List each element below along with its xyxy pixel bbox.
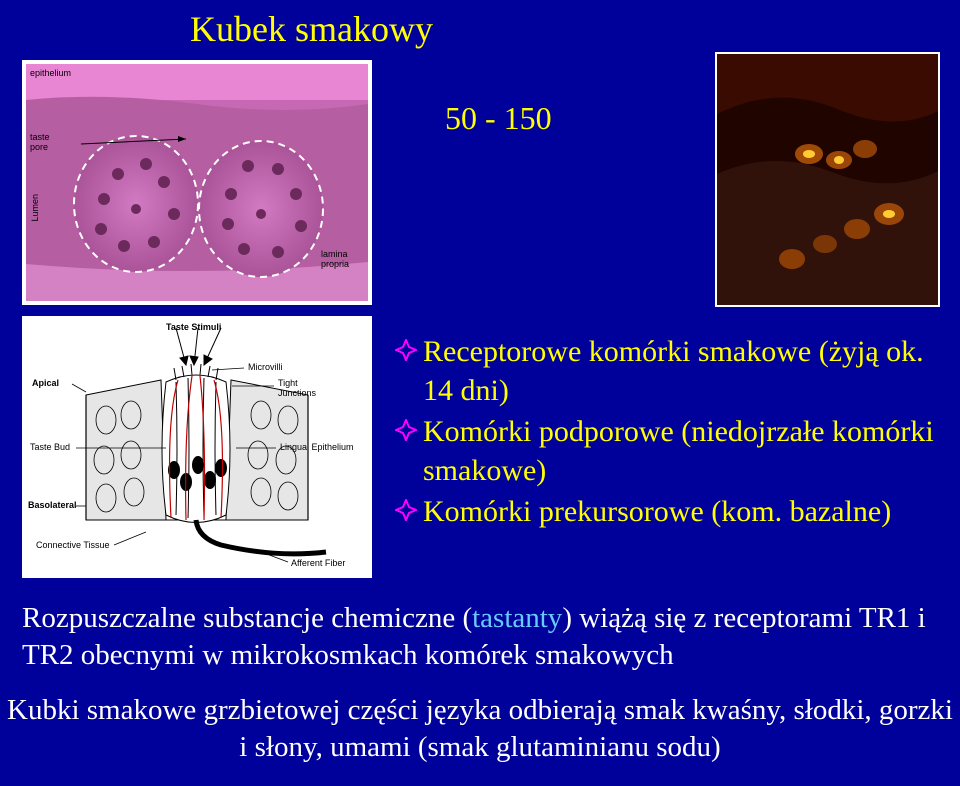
bullet-icon [395,499,417,521]
para1-span: tastanty [472,602,562,634]
list-item-text: Komórki prekursorowe (kom. bazalne) [423,492,891,531]
paragraph-2: Kubki smakowe grzbietowej części języka … [0,692,960,766]
label-lamina-propria: lamina propria [321,249,349,269]
label-taste-pore: taste pore [30,132,50,152]
label-basolateral: Basolateral [28,500,77,510]
bullet-list: Receptorowe komórki smakowe (żyją ok. 14… [395,332,945,533]
label-microvilli: Microvilli [248,362,283,372]
histology-image: epithelium taste pore lamina propria Lum… [22,60,372,305]
taste-bud-diagram-inner: Taste Stimuli Apical Microvilli Tight Ju… [26,320,368,574]
label-lumen: Lumen [30,194,40,222]
histology-svg [26,64,368,301]
label-apical: Apical [32,378,59,388]
fluorescence-svg [717,54,940,307]
para1-pre: Rozpuszczalne substancje chemiczne ( [22,602,472,634]
label-tight-junctions: Tight Junctions [278,378,316,398]
list-item: Komórki podporowe (niedojrzałe komórki s… [395,412,945,490]
bullet-icon [395,419,417,441]
bud-count-range: 50 - 150 [445,100,552,137]
label-taste-bud: Taste Bud [30,442,70,452]
label-connective-tissue: Connective Tissue [36,540,110,550]
list-item: Komórki prekursorowe (kom. bazalne) [395,492,945,531]
label-lingual-epithelium: Lingual Epithelium [280,442,354,452]
bullet-icon [395,339,417,361]
list-item: Receptorowe komórki smakowe (żyją ok. 14… [395,332,945,410]
label-afferent-fiber: Afferent Fiber [291,558,345,568]
histology-image-inner: epithelium taste pore lamina propria Lum… [26,64,368,301]
fluorescence-image [715,52,940,307]
taste-bud-diagram: Taste Stimuli Apical Microvilli Tight Ju… [22,316,372,578]
list-item-text: Komórki podporowe (niedojrzałe komórki s… [423,412,945,490]
list-item-text: Receptorowe komórki smakowe (żyją ok. 14… [423,332,945,410]
slide-title: Kubek smakowy [190,8,433,50]
label-epithelium: epithelium [30,68,71,78]
label-taste-stimuli: Taste Stimuli [166,322,221,332]
paragraph-1: Rozpuszczalne substancje chemiczne (tast… [22,600,938,674]
